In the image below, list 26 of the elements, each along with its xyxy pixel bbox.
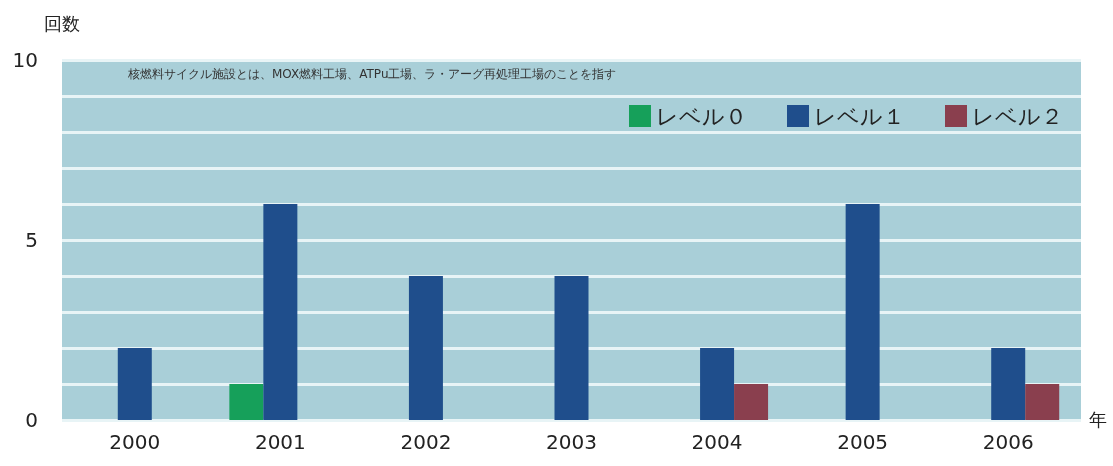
bar [263,204,298,420]
x-tick-label: 2003 [546,430,597,454]
legend-label: レベル２ [972,103,1063,129]
y-tick-label: 5 [25,228,38,252]
bar [229,384,264,420]
bar [991,348,1026,420]
x-tick-label: 2001 [254,430,306,454]
x-tick-label: 2002 [400,430,452,454]
bar [734,384,769,420]
bar [117,348,152,420]
y-axis-title: 回数 [44,12,80,34]
x-tick-label: 2004 [691,430,743,454]
x-tick-label: 2006 [982,430,1034,454]
x-tick-label: 2005 [837,430,889,454]
y-tick-label: 10 [12,48,38,72]
legend-label: レベル０ [656,103,747,129]
bar [845,204,880,420]
legend-label: レベル１ [814,103,905,129]
annotation: 核燃料サイクル施設とは、MOX燃料工場、ATPu工場、ラ・アーグ再処理工場のことを指す [127,67,617,81]
bar [408,276,443,420]
bar [1025,384,1060,420]
y-tick-label: 0 [25,408,38,432]
x-axis-title: 年 [1089,408,1107,430]
x-tick-label: 2000 [109,430,161,454]
bar [554,276,589,420]
bar [700,348,735,420]
